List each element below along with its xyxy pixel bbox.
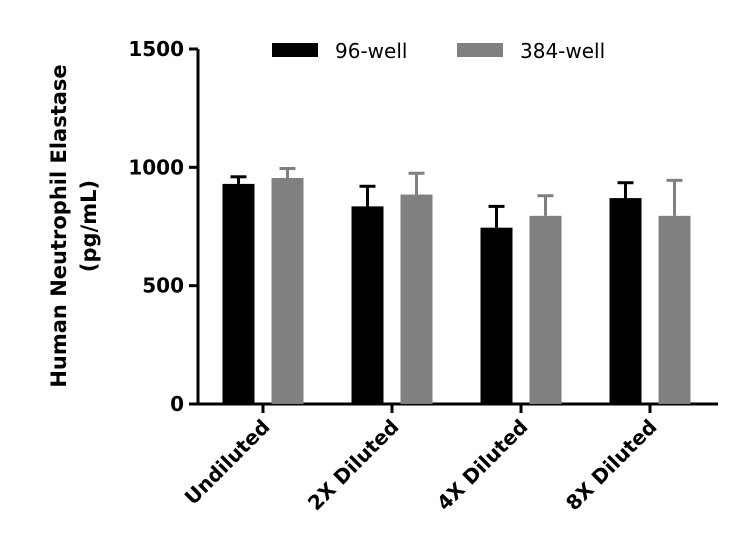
bar-384-well <box>529 215 562 404</box>
bar-96-well <box>480 227 513 404</box>
x-tick-label: Undiluted <box>180 415 275 510</box>
legend-label-384-well: 384-well <box>520 39 605 63</box>
bar-96-well <box>351 206 384 404</box>
bar-384-well <box>271 177 304 404</box>
y-tick-label: 1500 <box>128 37 184 61</box>
legend-swatch-384-well <box>457 43 503 57</box>
legend-swatch-96-well <box>272 43 318 57</box>
y-axis-label: Human Neutrophil Elastase (pg/mL) <box>47 64 101 387</box>
bar-96-well <box>609 198 642 404</box>
x-tick-label: 4X Diluted <box>432 415 533 516</box>
y-axis-label-line-1: Human Neutrophil Elastase <box>47 64 71 387</box>
bar-384-well <box>400 194 433 404</box>
x-tick-label: 2X Diluted <box>303 415 404 516</box>
y-axis-label-line-2: (pg/mL) <box>77 180 101 272</box>
y-tick-label: 1000 <box>128 155 184 179</box>
bar-384-well <box>658 215 691 404</box>
legend-label-96-well: 96-well <box>335 39 407 63</box>
bar-96-well <box>222 183 255 404</box>
y-tick-label: 500 <box>142 274 184 298</box>
y-tick-label: 0 <box>170 392 184 416</box>
x-tick-label: 8X Diluted <box>561 415 662 516</box>
